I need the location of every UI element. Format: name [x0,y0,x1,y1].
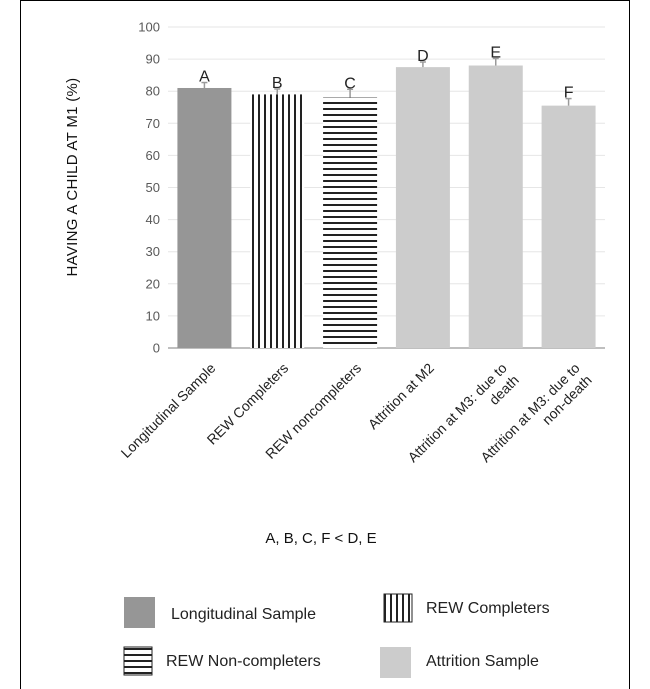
legend-swatch [123,646,153,676]
y-tick-label: 20 [146,276,160,291]
bar-letter-label: E [490,44,501,61]
y-tick-label: 10 [146,308,160,323]
significance-note: A, B, C, F < D, E [265,530,376,547]
y-tick-label: 50 [146,180,160,195]
bar-letter-label: B [272,75,283,92]
y-tick-label: 60 [146,148,160,163]
y-tick-label: 30 [146,244,160,259]
figure-frame [20,0,630,689]
legend-label: REW Non-completers [166,653,321,670]
y-tick-label: 80 [146,84,160,99]
bar [250,94,305,348]
bar-letter-label: C [344,75,356,92]
bar [468,65,523,349]
y-tick-label: 100 [138,20,160,35]
bar-letter-label: F [564,85,574,102]
bar-letter-label: A [199,69,210,86]
y-tick-label: 90 [146,52,160,67]
y-tick-label: 70 [146,116,160,131]
bar [541,105,596,349]
bar [395,67,450,348]
y-axis-label: HAVING A CHILD AT M1 (%) [64,78,81,277]
legend-label: Longitudinal Sample [171,606,316,623]
legend-swatch [383,593,413,623]
y-tick-label: 40 [146,212,160,227]
legend-label: REW Completers [426,600,550,617]
legend-label: Attrition Sample [426,653,539,670]
legend-swatch [124,597,155,628]
legend-swatch [380,647,411,678]
bar-letter-label: D [417,48,429,65]
x-category-label: Attrition at M2 [365,360,438,433]
bar [323,97,378,349]
x-category-label: Longitudinal Sample [118,360,219,461]
bar [177,87,232,349]
y-tick-label: 0 [153,341,160,356]
